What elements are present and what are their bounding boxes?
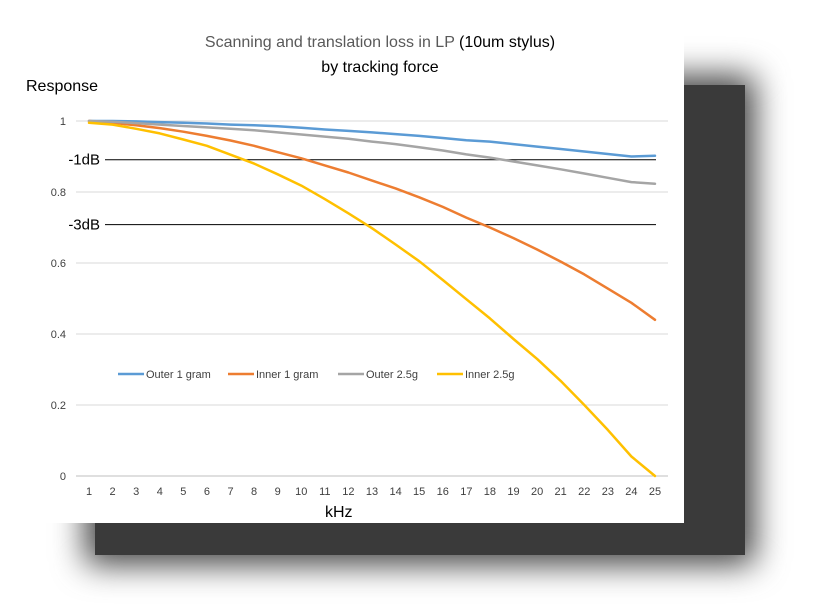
y-tick-label: 0.6	[51, 258, 66, 270]
gridlines	[76, 120, 668, 477]
x-tick-labels: 1 2 3 4 5 6 7 8 9 10 11 12 13 14 15 16 17 18 19 20 21 22 23 24 2…	[86, 486, 661, 498]
y-tick-label: 0.4	[51, 329, 66, 341]
x-tick-label: 6	[204, 486, 210, 498]
x-tick-label: 20	[531, 486, 543, 498]
series-line	[87, 119, 657, 322]
x-tick-label: 17	[460, 486, 472, 498]
x-tick-label: 5	[180, 486, 186, 498]
x-tick-label: 4	[157, 486, 163, 498]
x-tick-label: 16	[437, 486, 449, 498]
series-line	[87, 119, 657, 186]
legend: Outer 1 gram Inner 1 gram Outer 2.5g Inner …	[118, 369, 515, 381]
legend-entry: Outer 2.5g	[366, 369, 418, 381]
x-tick-label: 24	[625, 486, 637, 498]
x-tick-label: 15	[413, 486, 425, 498]
y-tick-label: 0	[60, 471, 66, 483]
x-tick-label: 13	[366, 486, 378, 498]
series-lines	[87, 119, 657, 478]
x-tick-label: 18	[484, 486, 496, 498]
x-tick-label: 9	[275, 486, 281, 498]
x-tick-label: 7	[227, 486, 233, 498]
series-line	[87, 121, 657, 478]
x-tick-label: 14	[389, 486, 401, 498]
x-tick-label: 25	[649, 486, 661, 498]
x-tick-label: 10	[295, 486, 307, 498]
x-tick-label: 12	[342, 486, 354, 498]
legend-entry: Outer 1 gram	[146, 369, 211, 381]
y-axis-label: Response	[26, 78, 99, 95]
chart-card: Scanning and translation loss in LP (10u…	[26, 34, 668, 521]
legend-entry: Inner 1 gram	[256, 369, 318, 381]
reference-lines: -1dB -3dB	[68, 152, 656, 234]
x-tick-label: 3	[133, 486, 139, 498]
x-tick-label: 11	[319, 486, 330, 498]
x-tick-label: 23	[602, 486, 614, 498]
y-tick-labels: 0 0.2 0.4 0.6 0.8 1	[51, 116, 66, 483]
y-tick-label: 0.8	[51, 187, 66, 199]
x-tick-label: 21	[555, 486, 567, 498]
reference-line-label: -3dB	[68, 217, 100, 234]
chart-title-suffix: (10um stylus)	[459, 34, 556, 51]
legend-entry: Inner 2.5g	[465, 369, 515, 381]
y-tick-label: 0.2	[51, 400, 66, 412]
x-tick-label: 2	[110, 486, 116, 498]
x-tick-label: 22	[578, 486, 590, 498]
reference-line-label: -1dB	[68, 152, 100, 169]
chart-title: Scanning and translation loss in LP (10u…	[0, 34, 760, 52]
y-tick-label: 1	[60, 116, 66, 128]
x-tick-label: 1	[86, 486, 92, 498]
x-axis-label: kHz	[325, 504, 353, 521]
chart-subtitle: by tracking force	[321, 59, 439, 76]
chart-title-text: Scanning and translation loss in LP	[204, 34, 455, 51]
x-tick-label: 19	[507, 486, 519, 498]
series-line	[87, 119, 657, 158]
line-chart: -1dB-3dB 00.20.40.60.81 1 2 3 4 5 6 7 8 9 10 11 12 1…	[51, 116, 668, 498]
x-tick-label: 8	[251, 486, 257, 498]
